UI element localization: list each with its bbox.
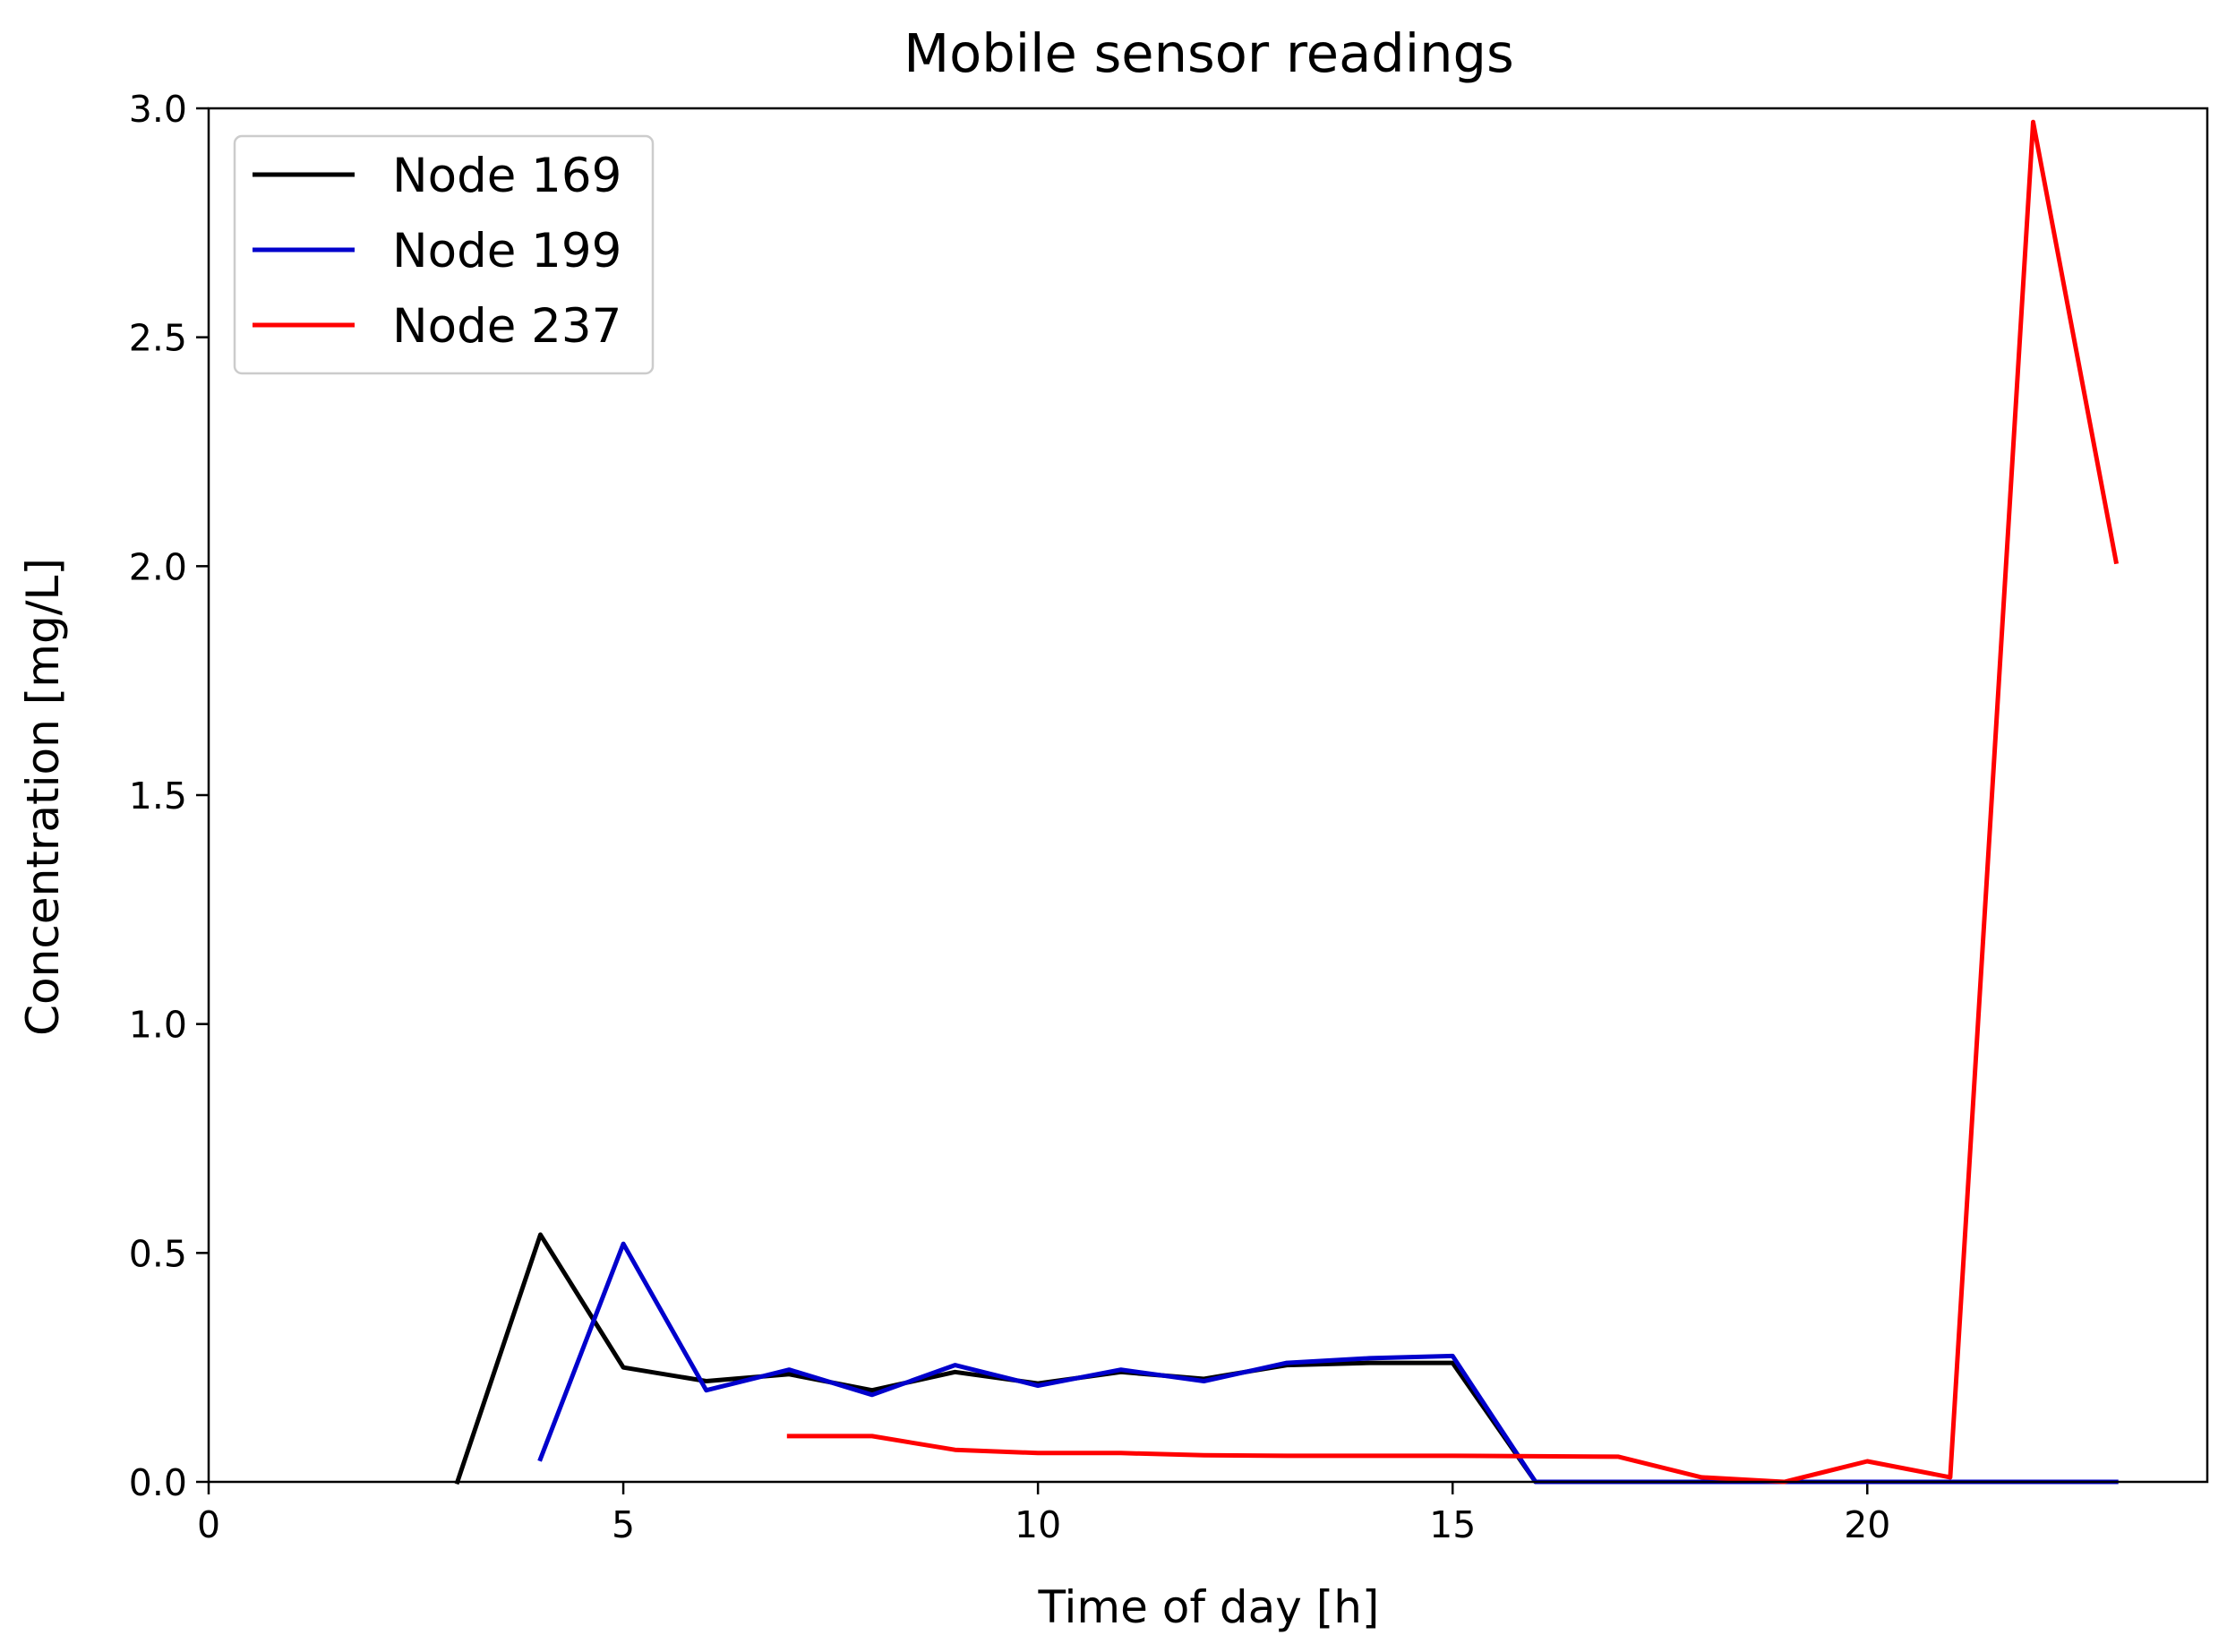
- legend-entries: Node 169 Node 199 Node 237: [253, 149, 621, 354]
- y-axis-ticks: 0.0 0.5 1.0 1.5 2.0 2.5 3.0: [129, 88, 209, 1504]
- y-tick-label: 1.0: [129, 1004, 187, 1047]
- legend-label: Node 169: [392, 149, 621, 203]
- y-tick-label: 1.5: [129, 775, 187, 817]
- y-tick-label: 3.0: [129, 88, 187, 131]
- x-axis-label: Time of day [h]: [1038, 1581, 1380, 1633]
- x-tick-label: 20: [1844, 1503, 1890, 1546]
- x-tick-label: 10: [1015, 1503, 1061, 1546]
- legend-label: Node 199: [392, 224, 621, 278]
- x-tick-label: 15: [1429, 1503, 1476, 1546]
- legend-label: Node 237: [392, 299, 621, 354]
- plot-frame: [207, 107, 2209, 1484]
- x-axis-ticks: 0 5 10 15 20: [197, 1482, 1890, 1546]
- legend: Node 169 Node 199 Node 237: [233, 134, 655, 375]
- legend-box: [233, 134, 655, 375]
- series-line-node-237: [786, 119, 2120, 1485]
- x-tick-label: 5: [612, 1503, 635, 1546]
- y-tick-label: 0.5: [129, 1232, 187, 1275]
- y-tick-label: 0.0: [129, 1461, 187, 1504]
- y-axis-label: Concentration [mg/L]: [17, 558, 69, 1036]
- y-tick-label: 2.0: [129, 545, 187, 588]
- x-tick-label: 0: [197, 1503, 220, 1546]
- y-tick-label: 2.5: [129, 317, 187, 360]
- chart-title: Mobile sensor readings: [904, 22, 1513, 84]
